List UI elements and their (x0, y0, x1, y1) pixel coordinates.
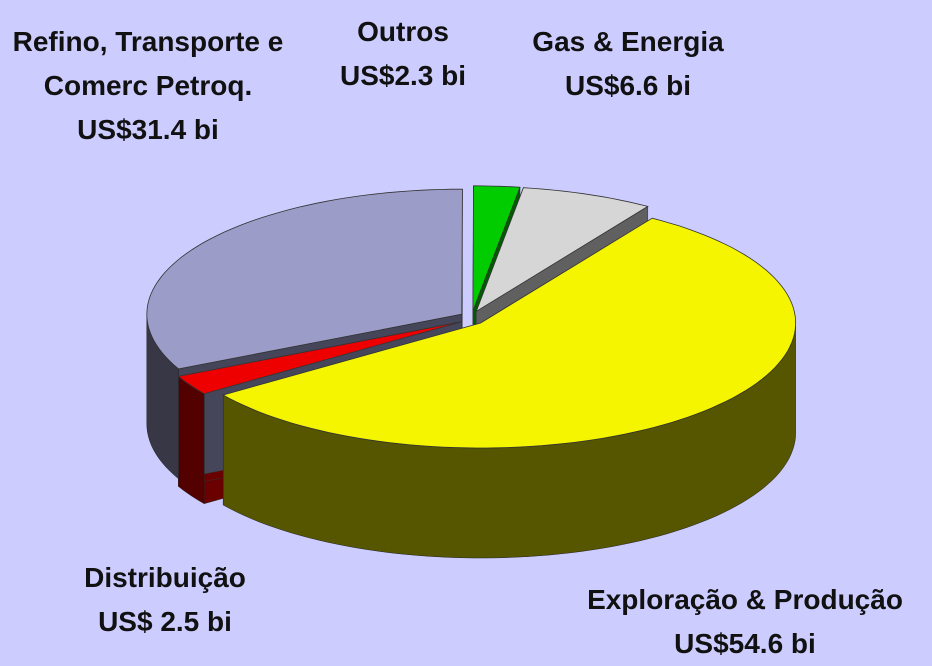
slice-top (146, 188, 463, 370)
slice-top (222, 217, 796, 449)
slice-label: Gas & Energia US$6.6 bi (498, 20, 758, 108)
category-name: Outros (357, 16, 449, 47)
slice-top (472, 185, 521, 311)
category-name: Gas & Energia (532, 26, 724, 57)
value-label: US$6.6 bi (564, 70, 692, 101)
slice-top (177, 321, 462, 395)
slice-side (178, 375, 205, 505)
category-name: Refino, Transporte e Comerc Petroq. (12, 26, 284, 101)
value-label: US$31.4 bi (77, 114, 219, 145)
category-name: Distribuição (84, 562, 246, 593)
slice-label: Exploração & Produção US$54.6 bi (545, 578, 932, 666)
slice-label: Outros US$2.3 bi (303, 10, 503, 98)
value-label: US$2.3 bi (339, 60, 467, 91)
value-label: US$54.6 bi (674, 628, 816, 659)
category-name: Exploração & Produção (587, 584, 903, 615)
value-label: US$ 2.5 bi (98, 606, 232, 637)
slice-label: Distribuição US$ 2.5 bi (35, 556, 295, 644)
slice-top (475, 187, 649, 313)
slice-label: Refino, Transporte e Comerc Petroq. US$31… (8, 20, 288, 152)
